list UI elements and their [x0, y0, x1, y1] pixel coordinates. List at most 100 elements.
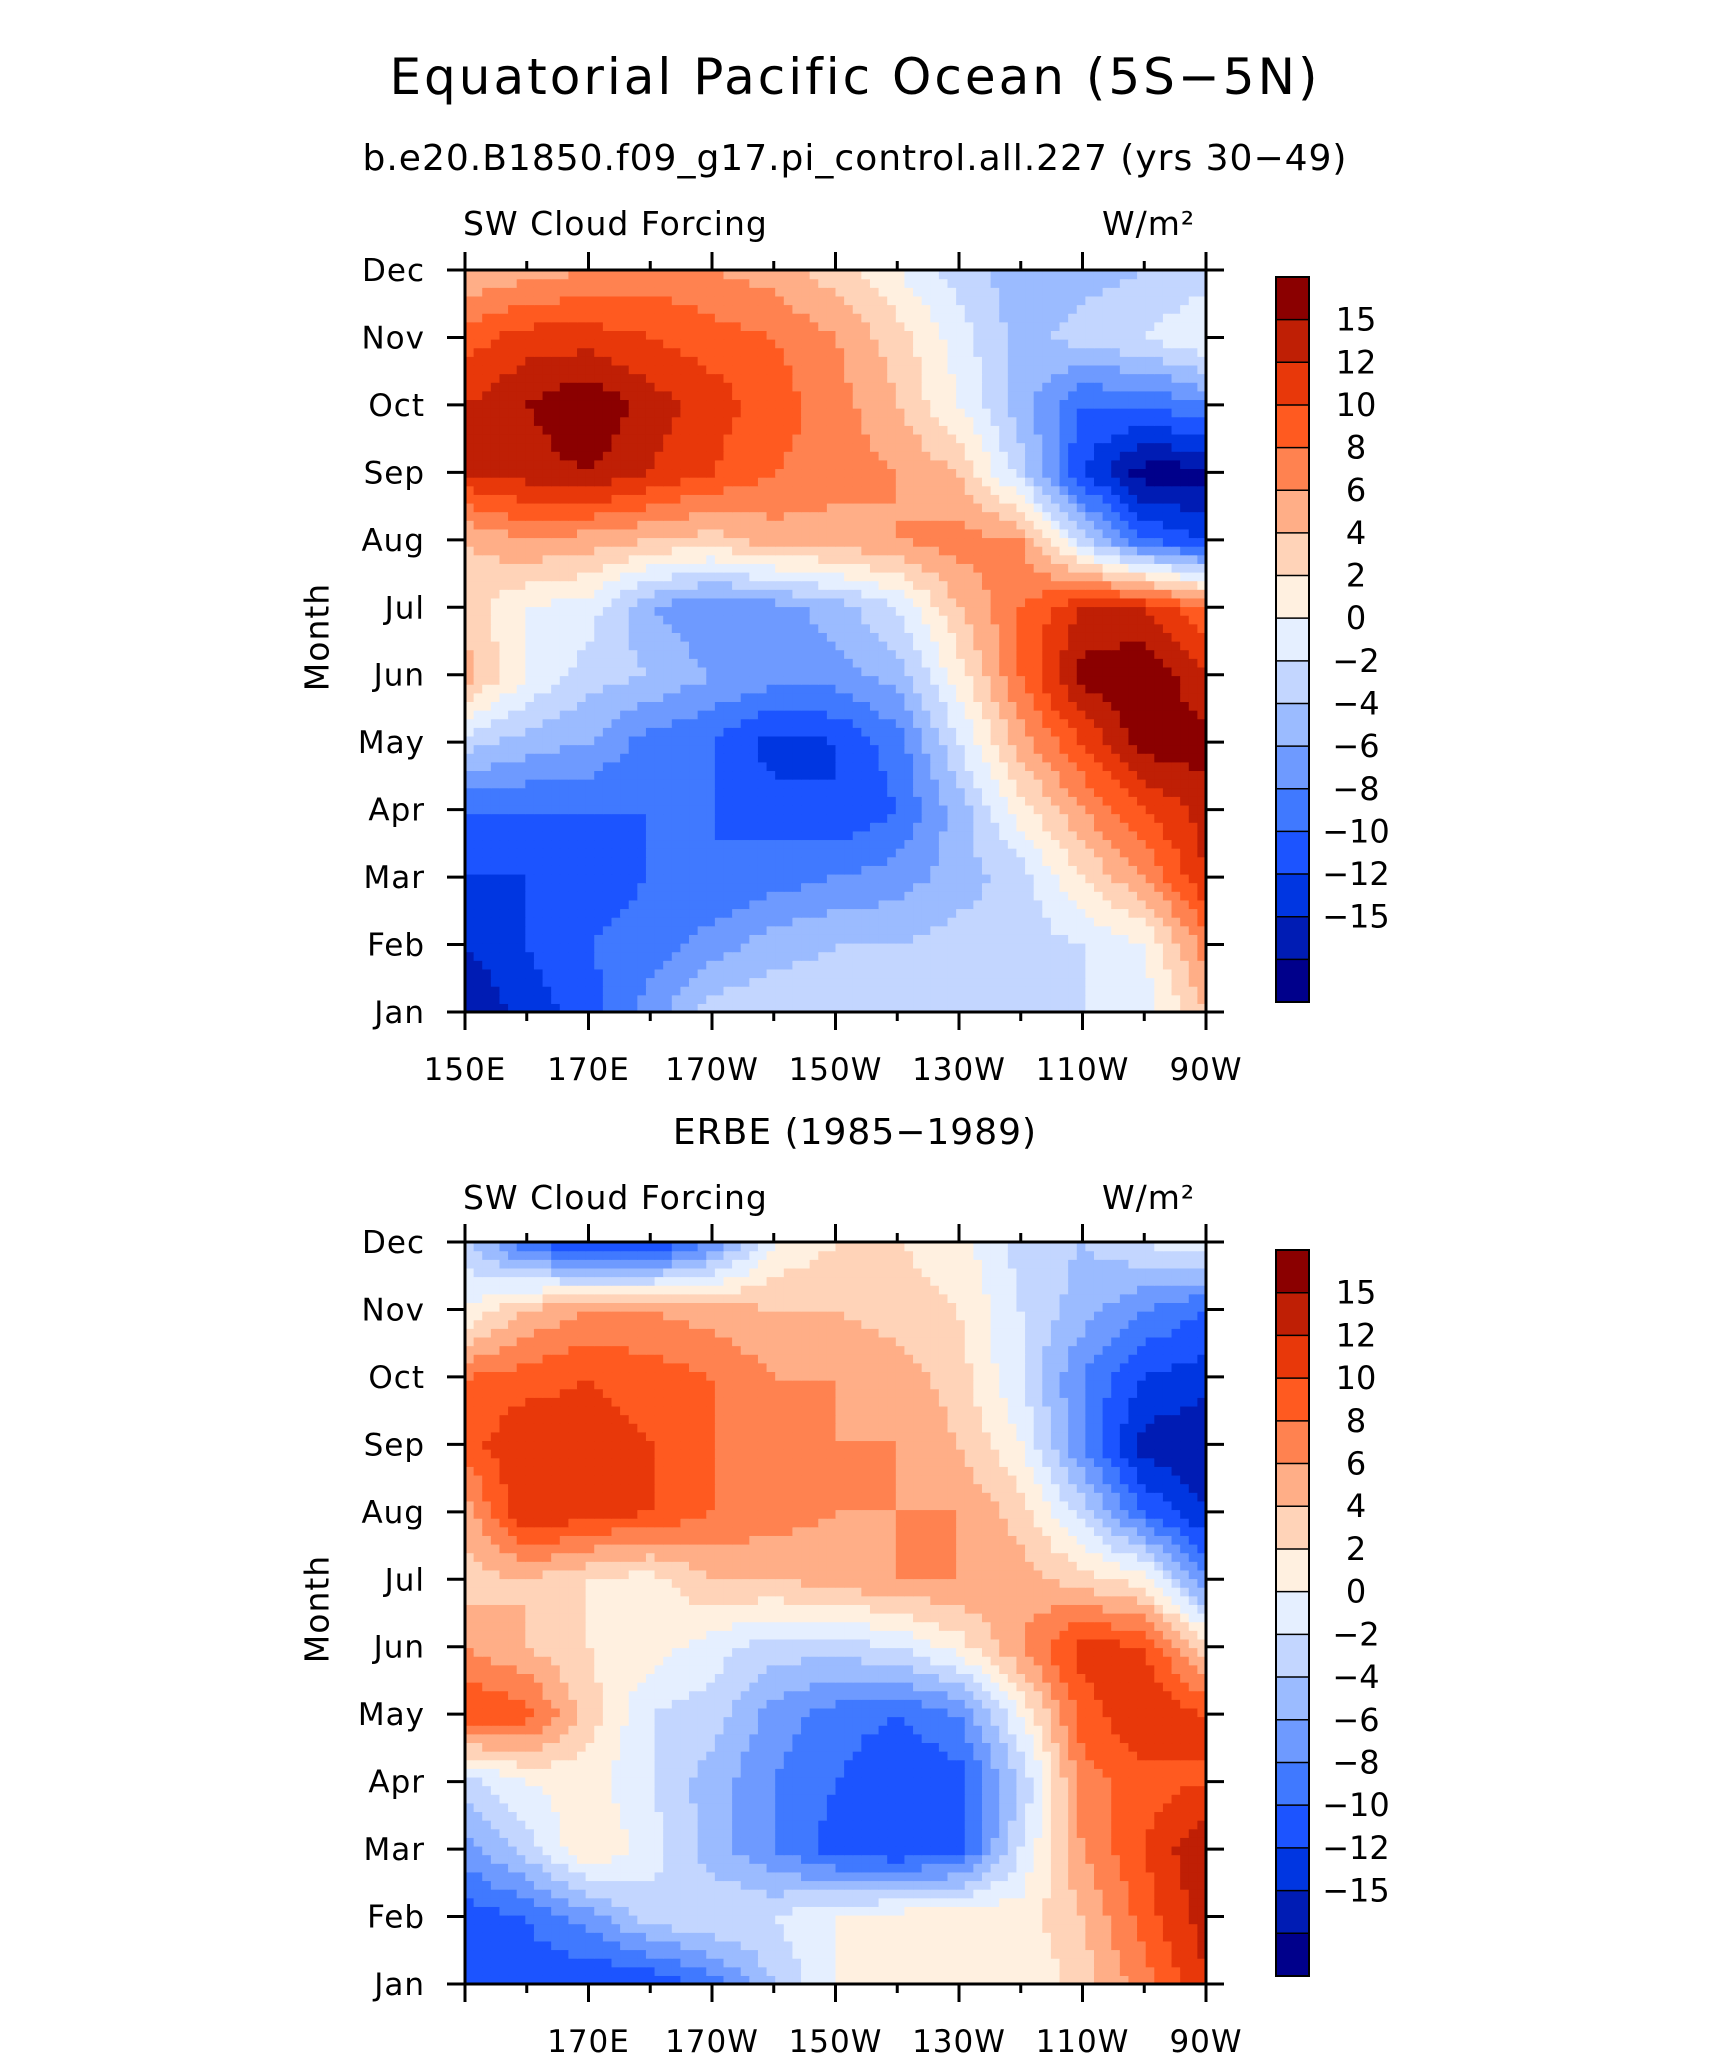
- heatmap-cell: [981, 701, 992, 711]
- heatmap-cell: [1145, 580, 1155, 590]
- heatmap-cell: [723, 666, 733, 677]
- heatmap-cell: [801, 623, 811, 633]
- heatmap-cell: [878, 753, 888, 763]
- heatmap-cell: [1093, 753, 1104, 763]
- heatmap-cell: [723, 891, 733, 901]
- heatmap-cell: [1085, 546, 1095, 556]
- heatmap-cell: [887, 891, 897, 901]
- heatmap-cell: [749, 710, 759, 720]
- heatmap-cell: [1102, 865, 1112, 875]
- heatmap-cell: [706, 779, 716, 789]
- heatmap-cell: [689, 753, 699, 763]
- heatmap-cell: [801, 986, 811, 996]
- heatmap-cell: [499, 779, 509, 789]
- heatmap-cell: [1154, 701, 1164, 711]
- heatmap-cell: [594, 822, 604, 832]
- heatmap-cell: [594, 563, 604, 573]
- heatmap-cell: [1180, 520, 1190, 530]
- heatmap-cell: [1042, 822, 1052, 832]
- heatmap-cell: [577, 623, 587, 633]
- heatmap-cell: [697, 986, 707, 996]
- heatmap-cell: [826, 528, 837, 539]
- heatmap-cell: [1085, 580, 1095, 590]
- heatmap-cell: [508, 942, 518, 953]
- heatmap-cell: [1128, 606, 1138, 616]
- heatmap-cell: [525, 520, 535, 530]
- heatmap-cell: [938, 563, 949, 573]
- heatmap-cell: [473, 701, 483, 711]
- heatmap-cell: [1180, 597, 1190, 608]
- heatmap-cell: [1025, 606, 1035, 616]
- heatmap-cell: [473, 796, 483, 806]
- heatmap-cell: [740, 934, 750, 944]
- heatmap-cell: [1042, 899, 1052, 910]
- heatmap-cell: [490, 882, 501, 892]
- heatmap-cell: [533, 684, 544, 694]
- heatmap-cell: [1042, 675, 1052, 685]
- heatmap-cell: [689, 520, 699, 530]
- heatmap-cell: [904, 977, 914, 987]
- heatmap-cell: [1016, 563, 1026, 573]
- heatmap-cell: [999, 865, 1009, 875]
- heatmap-cell: [1025, 597, 1035, 608]
- heatmap-cell: [732, 753, 742, 763]
- heatmap-cell: [1162, 942, 1173, 953]
- heatmap-cell: [783, 925, 794, 935]
- heatmap-cell: [697, 934, 707, 944]
- heatmap-cell: [809, 839, 819, 849]
- heatmap-cell: [654, 986, 664, 996]
- heatmap-cell: [938, 813, 949, 823]
- heatmap-cell: [878, 925, 888, 935]
- heatmap-cell: [1162, 761, 1173, 772]
- heatmap-cell: [525, 787, 535, 797]
- heatmap-cell: [1154, 899, 1164, 910]
- heatmap-cell: [1076, 571, 1086, 582]
- heatmap-cell: [637, 606, 647, 616]
- heatmap-cell: [473, 589, 483, 599]
- heatmap-cell: [465, 692, 475, 702]
- heatmap-cell: [1050, 623, 1061, 633]
- heatmap-cell: [1093, 779, 1104, 789]
- heatmap-cell: [1042, 649, 1052, 659]
- heatmap-cell: [826, 744, 837, 754]
- heatmap-cell: [568, 934, 578, 944]
- heatmap-cell: [999, 942, 1009, 953]
- heatmap-cell: [887, 597, 897, 608]
- heatmap-cell: [809, 856, 819, 866]
- heatmap-cell: [637, 856, 647, 866]
- heatmap-cell: [680, 848, 690, 858]
- heatmap-cell: [938, 520, 949, 530]
- heatmap-cell: [1042, 684, 1052, 694]
- heatmap-cell: [1016, 787, 1026, 797]
- heatmap-cell: [1025, 718, 1035, 728]
- heatmap-cell: [852, 615, 862, 625]
- heatmap-cell: [913, 882, 923, 892]
- heatmap-cell: [990, 787, 1000, 797]
- heatmap-cell: [706, 787, 716, 797]
- heatmap-cell: [757, 537, 768, 547]
- heatmap-cell: [1111, 925, 1121, 935]
- heatmap-cell: [766, 580, 776, 590]
- heatmap-cell: [1145, 960, 1155, 970]
- heatmap-cell: [1076, 580, 1086, 590]
- heatmap-cell: [1076, 934, 1086, 944]
- heatmap-cell: [706, 960, 716, 970]
- heatmap-cell: [1102, 813, 1112, 823]
- heatmap-cell: [714, 511, 725, 521]
- heatmap-cell: [1085, 804, 1095, 815]
- heatmap-cell: [465, 520, 475, 530]
- heatmap-cell: [1059, 917, 1069, 927]
- panel1-left-label: SW Cloud Forcing: [463, 204, 768, 243]
- heatmap-cell: [671, 684, 682, 694]
- heatmap-cell: [990, 735, 1000, 746]
- heatmap-cell: [1093, 968, 1104, 979]
- heatmap-cell: [801, 528, 811, 539]
- heatmap-cell: [1059, 537, 1069, 547]
- heatmap-cell: [723, 597, 733, 608]
- heatmap-cell: [723, 934, 733, 944]
- heatmap-cell: [689, 735, 699, 746]
- heatmap-cell: [947, 804, 957, 815]
- heatmap-cell: [852, 632, 862, 642]
- heatmap-cell: [577, 692, 587, 702]
- heatmap-cell: [654, 934, 664, 944]
